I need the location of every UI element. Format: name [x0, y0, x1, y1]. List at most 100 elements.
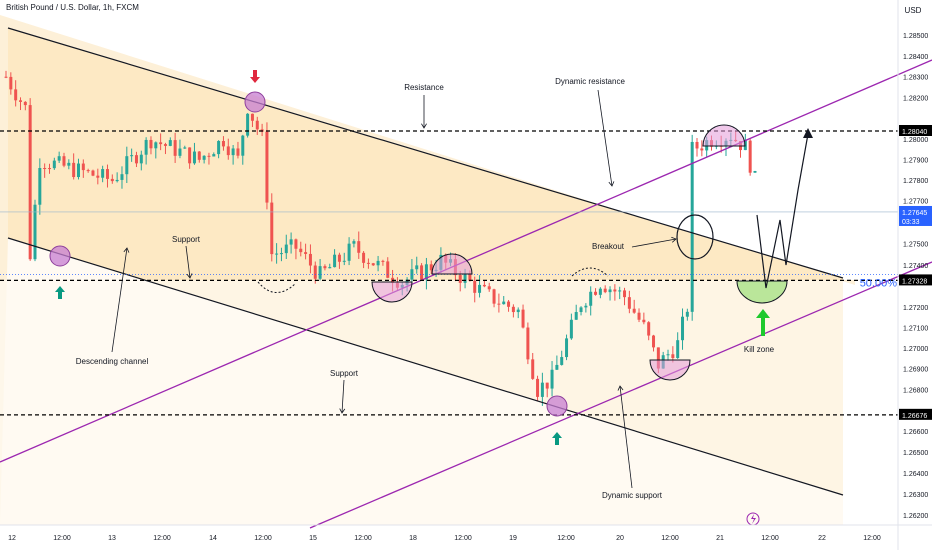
candle-body [318, 266, 322, 279]
price-tag-resistance-bg [899, 125, 932, 136]
candle-body [666, 354, 670, 356]
price-tag-support-low: 1.26676 [902, 413, 927, 420]
candle-body [342, 260, 346, 262]
candle-body [4, 76, 8, 78]
candle-body [337, 254, 341, 262]
candle-body [531, 359, 535, 379]
dynamic-resistance-label: Dynamic resistance [555, 77, 625, 86]
kill-zone-arrow-head [756, 309, 770, 318]
price-tick: 1.26200 [903, 513, 928, 520]
candles [4, 70, 757, 406]
chart-title: British Pound / U.S. Dollar, 1h, FXCM [6, 3, 139, 12]
candle-body [125, 156, 129, 175]
below-channel-fill [0, 238, 843, 525]
candle-body [236, 148, 240, 156]
candle-body [565, 338, 569, 358]
candle-body [608, 289, 612, 293]
sell-arrow [253, 70, 257, 77]
candle-body [289, 239, 293, 245]
candle-body [178, 148, 182, 156]
time-tick: 12:00 [761, 535, 779, 542]
candle-body [579, 307, 583, 313]
candle-body [284, 244, 288, 254]
resistance-label: Resistance [404, 83, 444, 92]
candle-body [594, 291, 598, 295]
time-tick: 12:00 [354, 535, 372, 542]
candle-body [429, 264, 433, 271]
candle-body [482, 284, 486, 287]
annotation-leader-head [671, 236, 677, 243]
time-tick: 12:00 [454, 535, 472, 542]
candle-body [33, 204, 37, 260]
candle-body [67, 162, 71, 166]
candle-body [168, 140, 172, 146]
candle-body [526, 327, 530, 360]
candle-body [685, 311, 689, 317]
candle-body [352, 241, 356, 244]
candle-body [627, 297, 631, 309]
touch-point-marker [49, 245, 71, 267]
kill-zone-area [736, 280, 788, 304]
price-tick: 1.27200 [903, 305, 928, 312]
candle-body [502, 301, 506, 305]
candle-body [202, 155, 206, 160]
candle-body [43, 168, 47, 170]
price-tick: 1.26500 [903, 450, 928, 457]
candle-body [381, 260, 385, 262]
candle-body [656, 347, 660, 369]
candle-body [96, 175, 100, 178]
candle-body [642, 319, 646, 323]
candle-body [57, 156, 61, 161]
candle-body [748, 140, 752, 173]
touch-point-marker [546, 395, 568, 417]
candle-body [560, 357, 564, 365]
candle-body [265, 131, 269, 203]
lightning-icon-bolt [751, 514, 756, 524]
candle-body [47, 168, 51, 170]
candle-body [270, 202, 274, 255]
candle-body [671, 354, 675, 359]
touch-point-marker [244, 91, 266, 113]
price-tick: 1.26900 [903, 367, 928, 374]
candle-body [323, 266, 327, 269]
time-tick: 12 [8, 535, 16, 542]
candle-body [173, 140, 177, 156]
candle-body [637, 312, 641, 320]
annotation-leader [111, 247, 128, 353]
time-tick: 20 [616, 535, 624, 542]
candle-body [753, 171, 757, 173]
price-tag-support-low-bg [899, 408, 932, 420]
time-tick: 18 [409, 535, 417, 542]
price-tick: 1.27500 [903, 241, 928, 248]
rejection-zone [702, 124, 746, 147]
candle-body [478, 284, 482, 293]
price-tick: 1.27100 [903, 325, 928, 332]
projection-path [756, 133, 809, 289]
candle-body [652, 335, 656, 348]
candle-body [197, 151, 201, 160]
price-tick: 1.27800 [903, 178, 928, 185]
current-price-tag-countdown: 03:33 [902, 219, 920, 226]
price-tick: 1.27000 [903, 346, 928, 353]
candle-body [52, 160, 56, 169]
candle-body [105, 169, 109, 179]
candle-body [415, 265, 419, 270]
price-tick: 1.27700 [903, 199, 928, 206]
price-tick: 1.28300 [903, 75, 928, 82]
candle-body [212, 154, 216, 157]
candle-body [545, 382, 549, 389]
candle-body [618, 290, 622, 292]
candle-body [521, 309, 525, 328]
candle-body [347, 243, 351, 261]
candle-body [91, 170, 95, 176]
candle-body [695, 141, 699, 149]
candle-body [328, 267, 332, 269]
candle-body [110, 178, 114, 182]
price-tick: 1.28400 [903, 54, 928, 61]
kill-zone-arrow [761, 318, 765, 336]
candle-body [62, 156, 66, 166]
candle-body [376, 260, 380, 266]
rejection-zone [649, 359, 691, 381]
candle-body [159, 142, 163, 145]
